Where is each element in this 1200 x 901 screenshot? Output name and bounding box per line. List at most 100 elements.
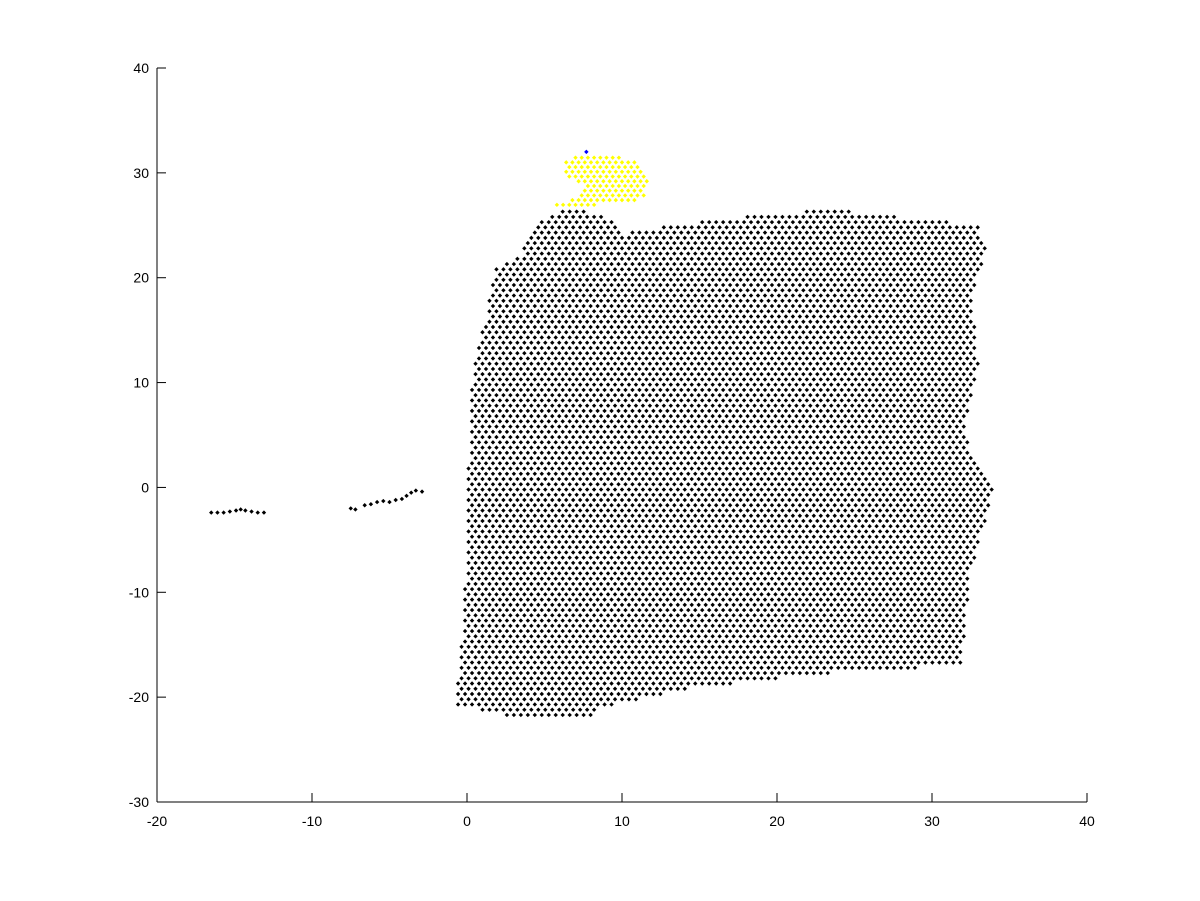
scatter-point [679, 597, 684, 602]
scatter-point [619, 550, 625, 555]
scatter-point [490, 408, 496, 414]
scatter-point [567, 649, 572, 655]
scatter-point [790, 450, 796, 456]
scatter-point [801, 592, 806, 597]
scatter-point [776, 670, 782, 676]
scatter-point [703, 655, 708, 660]
scatter-point [933, 571, 939, 576]
scatter-point [776, 492, 782, 497]
scatter-point [968, 371, 973, 377]
scatter-point [891, 382, 897, 387]
scatter-point [525, 660, 531, 665]
scatter-point [598, 413, 604, 419]
scatter-point [888, 534, 893, 539]
scatter-point [693, 419, 698, 424]
scatter-point [727, 450, 733, 456]
scatter-point [706, 503, 712, 508]
scatter-point [703, 392, 708, 398]
scatter-point [811, 565, 817, 571]
scatter-point [783, 377, 789, 382]
scatter-point [912, 508, 918, 513]
scatter-point [661, 361, 667, 366]
scatter-point [637, 660, 642, 665]
scatter-point [720, 366, 726, 372]
scatter-point [654, 581, 660, 587]
scatter-point [808, 392, 813, 398]
scatter-point [843, 644, 848, 650]
scatter-point [776, 660, 782, 665]
scatter-point [856, 634, 862, 639]
scatter-point [588, 429, 593, 435]
scatter-point [780, 392, 785, 398]
scatter-point [940, 613, 946, 618]
scatter-point [731, 571, 736, 576]
scatter-point [888, 419, 893, 424]
scatter-point [550, 497, 555, 503]
scatter-point [557, 424, 562, 429]
scatter-point [717, 351, 722, 356]
scatter-point [476, 377, 482, 382]
scatter-point [574, 534, 579, 539]
scatter-point [794, 351, 799, 356]
scatter-point [550, 445, 555, 450]
scatter-point [926, 413, 932, 419]
scatter-point [679, 377, 684, 382]
scatter-point [794, 497, 799, 503]
scatter-point [560, 387, 565, 393]
scatter-point [731, 466, 736, 471]
scatter-point [916, 660, 921, 665]
scatter-point [508, 560, 513, 566]
scatter-point [905, 613, 911, 618]
scatter-point [647, 676, 653, 681]
scatter-point [916, 544, 921, 550]
scatter-point [877, 351, 883, 356]
scatter-point [623, 461, 628, 466]
scatter-point [696, 361, 701, 366]
scatter-point [672, 345, 677, 351]
scatter-point [525, 482, 531, 487]
scatter-point [867, 387, 872, 393]
scatter-point [675, 550, 680, 555]
scatter-point [832, 387, 837, 393]
scatter-point [874, 345, 879, 351]
scatter-point [490, 377, 496, 382]
scatter-point [912, 550, 918, 555]
scatter-point [686, 597, 691, 602]
scatter-point [605, 403, 611, 408]
scatter-point [870, 571, 876, 576]
scatter-point [968, 351, 973, 356]
scatter-point [776, 524, 782, 529]
scatter-point [682, 634, 687, 639]
scatter-point [480, 434, 485, 440]
scatter-point [762, 555, 768, 560]
scatter-point [581, 544, 586, 550]
scatter-point [494, 529, 499, 534]
scatter-point [529, 634, 534, 639]
scatter-point [584, 613, 590, 618]
scatter-point [930, 492, 935, 497]
scatter-point [598, 560, 604, 566]
scatter-point [651, 607, 656, 613]
scatter-point [689, 497, 694, 503]
scatter-point [483, 366, 489, 372]
scatter-point [724, 592, 729, 597]
scatter-point [706, 366, 712, 372]
scatter-point [609, 597, 614, 602]
scatter-point [909, 356, 914, 361]
scatter-point [745, 330, 750, 335]
scatter-point [616, 387, 621, 393]
scatter-point [693, 387, 698, 393]
scatter-point [504, 618, 510, 623]
scatter-point [720, 639, 726, 644]
scatter-point [630, 429, 635, 435]
scatter-point [762, 628, 768, 634]
scatter-point [748, 628, 754, 634]
scatter-point [811, 586, 817, 592]
scatter-point [570, 518, 576, 524]
scatter-point [539, 712, 544, 718]
scatter-point [815, 613, 820, 618]
scatter-point [790, 628, 796, 634]
scatter-point [487, 351, 492, 356]
scatter-point [550, 560, 555, 566]
scatter-point [808, 361, 813, 366]
